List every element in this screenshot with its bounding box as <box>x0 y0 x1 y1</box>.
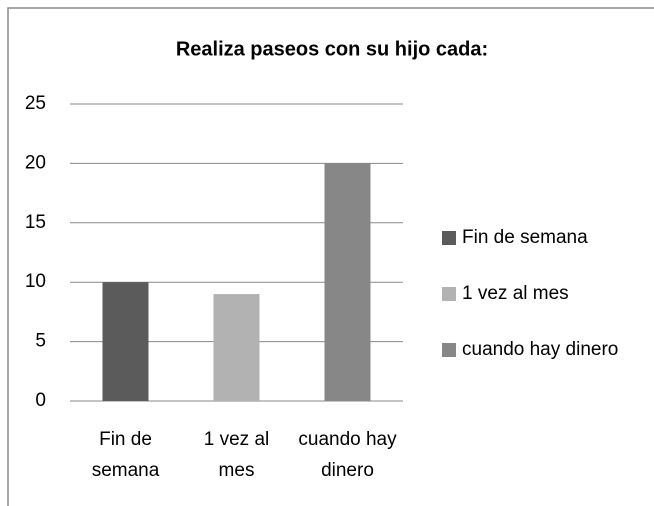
legend-swatch <box>442 343 456 357</box>
bar <box>102 282 149 401</box>
x-tick-label: 1 vez al mes <box>203 429 270 481</box>
legend-swatch <box>442 287 456 301</box>
y-tick-label: 5 <box>35 331 46 352</box>
chart-title: Realiza paseos con su hijo cada: <box>176 38 488 60</box>
legend-label: 1 vez al mes <box>462 283 569 304</box>
bar <box>324 163 371 401</box>
legend-swatch <box>442 231 456 245</box>
x-tick-label: cuando hay dinero <box>298 429 397 481</box>
y-tick-label: 20 <box>25 152 46 173</box>
bar <box>213 294 260 401</box>
y-tick-label: 15 <box>25 212 46 233</box>
y-tick-label: 0 <box>35 390 46 411</box>
legend-label: Fin de semana <box>462 227 588 248</box>
legend-label: cuando hay dinero <box>462 339 618 360</box>
y-tick-label: 25 <box>25 93 46 114</box>
y-tick-label: 10 <box>25 271 46 292</box>
x-tick-label: Fin de semana <box>91 429 160 481</box>
